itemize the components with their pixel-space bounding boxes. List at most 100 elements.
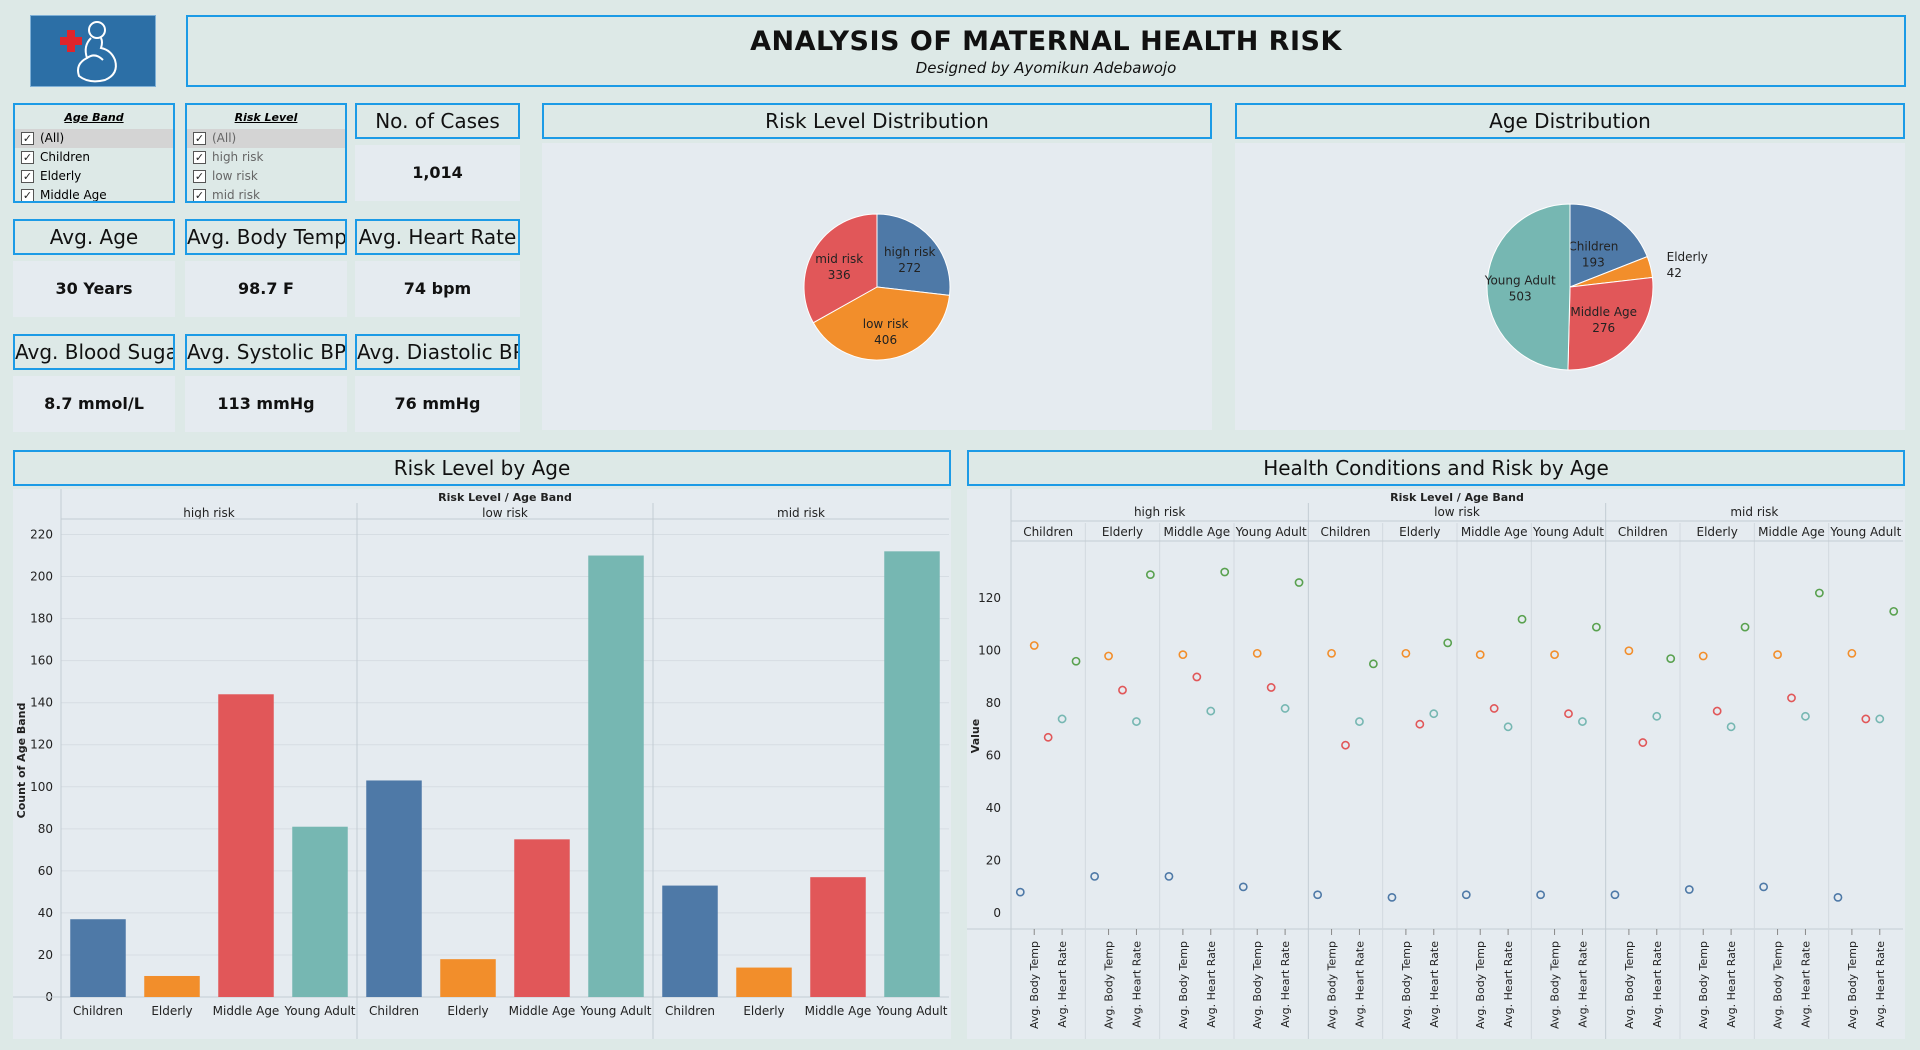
checkbox-checked-icon[interactable]: ✓ <box>21 151 34 164</box>
point-mid-risk-middle-age-avg-blood-sugar[interactable] <box>1759 882 1769 892</box>
point-low-risk-children-avg-diastolic-bp[interactable] <box>1341 740 1350 750</box>
point-low-risk-elderly-avg-body-temp[interactable] <box>1401 648 1411 658</box>
bar-mid-risk-young-adult[interactable] <box>884 551 940 997</box>
point-low-risk-middle-age-avg-heart-rate[interactable] <box>1503 722 1513 732</box>
point-mid-risk-middle-age-avg-systolic-bp[interactable] <box>1814 588 1824 598</box>
pie-slice-middle-age[interactable] <box>1567 276 1654 371</box>
point-high-risk-middle-age-avg-body-temp[interactable] <box>1178 650 1188 660</box>
point-low-risk-children-avg-blood-sugar[interactable] <box>1313 890 1323 900</box>
point-low-risk-children-avg-body-temp[interactable] <box>1327 648 1336 658</box>
point-low-risk-children-avg-systolic-bp[interactable] <box>1368 659 1378 669</box>
bar-mid-risk-middle-age[interactable] <box>810 877 866 997</box>
point-low-risk-young-adult-avg-blood-sugar[interactable] <box>1536 890 1546 900</box>
kpi-value: 76 mmHg <box>355 376 520 432</box>
point-mid-risk-elderly-avg-systolic-bp[interactable] <box>1740 622 1750 632</box>
point-low-risk-elderly-avg-systolic-bp[interactable] <box>1443 638 1453 648</box>
point-low-risk-middle-age-avg-diastolic-bp[interactable] <box>1489 704 1499 713</box>
point-mid-risk-young-adult-avg-heart-rate[interactable] <box>1875 714 1885 724</box>
bar-high-risk-children[interactable] <box>70 919 126 997</box>
point-mid-risk-young-adult-avg-blood-sugar[interactable] <box>1833 892 1843 902</box>
point-low-risk-elderly-avg-heart-rate[interactable] <box>1429 709 1439 719</box>
point-high-risk-elderly-avg-heart-rate[interactable] <box>1132 717 1141 726</box>
point-low-risk-middle-age-avg-systolic-bp[interactable] <box>1517 614 1527 624</box>
filter-item-low-risk[interactable]: ✓ low risk <box>193 169 258 183</box>
filter-item-middle-age[interactable]: ✓ Middle Age <box>21 188 107 202</box>
point-mid-risk-elderly-avg-body-temp[interactable] <box>1698 651 1708 661</box>
point-high-risk-middle-age-avg-blood-sugar[interactable] <box>1164 871 1174 881</box>
point-high-risk-young-adult-avg-systolic-bp[interactable] <box>1294 578 1304 587</box>
point-high-risk-children-avg-body-temp[interactable] <box>1029 641 1039 650</box>
pie-slice-mid-risk[interactable] <box>803 213 878 324</box>
point-high-risk-elderly-avg-diastolic-bp[interactable] <box>1118 685 1127 695</box>
point-high-risk-children-avg-blood-sugar[interactable] <box>1015 887 1025 897</box>
point-mid-risk-children-avg-systolic-bp[interactable] <box>1666 654 1676 663</box>
checkbox-checked-icon[interactable]: ✓ <box>21 132 34 145</box>
x-tick-label: Elderly <box>447 1004 488 1018</box>
point-mid-risk-middle-age-avg-body-temp[interactable] <box>1773 650 1782 660</box>
filter-item-all[interactable]: ✓ (All) <box>187 129 345 148</box>
point-low-risk-young-adult-avg-heart-rate[interactable] <box>1578 717 1587 726</box>
point-mid-risk-young-adult-avg-systolic-bp[interactable] <box>1889 606 1899 616</box>
point-low-risk-young-adult-avg-diastolic-bp[interactable] <box>1564 709 1573 719</box>
filter-item-elderly[interactable]: ✓ Elderly <box>21 169 82 183</box>
point-low-risk-young-adult-avg-systolic-bp[interactable] <box>1591 622 1601 632</box>
point-mid-risk-middle-age-avg-heart-rate[interactable] <box>1801 711 1810 721</box>
pie-slice-young-adult[interactable] <box>1486 203 1571 371</box>
point-high-risk-middle-age-avg-systolic-bp[interactable] <box>1220 567 1230 577</box>
point-high-risk-children-avg-systolic-bp[interactable] <box>1071 656 1081 666</box>
checkbox-checked-icon[interactable]: ✓ <box>193 151 206 164</box>
checkbox-checked-icon[interactable]: ✓ <box>193 189 206 202</box>
point-mid-risk-middle-age-avg-diastolic-bp[interactable] <box>1787 693 1796 703</box>
point-low-risk-young-adult-avg-body-temp[interactable] <box>1550 650 1559 660</box>
point-mid-risk-young-adult-avg-diastolic-bp[interactable] <box>1861 714 1871 724</box>
point-high-risk-elderly-avg-body-temp[interactable] <box>1104 651 1113 661</box>
bar-high-risk-young-adult[interactable] <box>292 826 348 997</box>
category-header-elderly: Elderly <box>1399 525 1440 539</box>
bar-mid-risk-children[interactable] <box>662 885 718 997</box>
point-high-risk-middle-age-avg-diastolic-bp[interactable] <box>1192 672 1202 682</box>
point-low-risk-children-avg-heart-rate[interactable] <box>1355 717 1364 726</box>
point-high-risk-young-adult-avg-heart-rate[interactable] <box>1280 704 1290 713</box>
point-mid-risk-elderly-avg-diastolic-bp[interactable] <box>1712 706 1722 716</box>
x-tick-label: Avg. Heart Rate <box>1279 941 1292 1028</box>
checkbox-checked-icon[interactable]: ✓ <box>21 189 34 202</box>
bar-low-risk-children[interactable] <box>366 780 422 997</box>
point-high-risk-children-avg-heart-rate[interactable] <box>1057 714 1067 724</box>
bar-high-risk-middle-age[interactable] <box>218 694 274 997</box>
filter-item-children[interactable]: ✓ Children <box>21 150 90 164</box>
point-low-risk-elderly-avg-blood-sugar[interactable] <box>1387 892 1397 902</box>
bar-high-risk-elderly[interactable] <box>144 975 200 997</box>
point-high-risk-young-adult-avg-diastolic-bp[interactable] <box>1266 683 1276 692</box>
point-high-risk-young-adult-avg-body-temp[interactable] <box>1252 648 1262 658</box>
point-mid-risk-children-avg-diastolic-bp[interactable] <box>1638 738 1648 747</box>
bar-low-risk-elderly[interactable] <box>440 959 496 997</box>
point-high-risk-elderly-avg-systolic-bp[interactable] <box>1145 570 1155 580</box>
point-mid-risk-children-avg-body-temp[interactable] <box>1624 646 1634 656</box>
checkbox-checked-icon[interactable]: ✓ <box>193 170 206 183</box>
y-tick-label: 40 <box>38 906 53 920</box>
pie-slice-children[interactable] <box>1569 203 1648 288</box>
point-mid-risk-elderly-avg-heart-rate[interactable] <box>1726 722 1736 732</box>
point-mid-risk-elderly-avg-blood-sugar[interactable] <box>1684 885 1694 894</box>
pie-slice-high-risk[interactable] <box>876 213 951 296</box>
bar-low-risk-middle-age[interactable] <box>514 839 570 997</box>
kpi-avg-systolic-bp: Avg. Systolic BP 113 mmHg <box>185 334 347 432</box>
point-high-risk-young-adult-avg-blood-sugar[interactable] <box>1238 882 1248 892</box>
point-low-risk-elderly-avg-diastolic-bp[interactable] <box>1415 719 1425 729</box>
filter-item-all[interactable]: ✓ (All) <box>15 129 173 148</box>
bar-low-risk-young-adult[interactable] <box>588 555 644 997</box>
pie-slice-low-risk[interactable] <box>812 286 951 361</box>
point-high-risk-middle-age-avg-heart-rate[interactable] <box>1206 706 1216 716</box>
checkbox-checked-icon[interactable]: ✓ <box>21 170 34 183</box>
point-mid-risk-children-avg-blood-sugar[interactable] <box>1610 890 1620 900</box>
point-high-risk-elderly-avg-blood-sugar[interactable] <box>1090 871 1100 881</box>
point-high-risk-children-avg-diastolic-bp[interactable] <box>1043 732 1053 742</box>
point-mid-risk-children-avg-heart-rate[interactable] <box>1652 711 1662 721</box>
point-low-risk-middle-age-avg-blood-sugar[interactable] <box>1461 890 1471 900</box>
checkbox-checked-icon[interactable]: ✓ <box>193 132 206 145</box>
filter-item-high-risk[interactable]: ✓ high risk <box>193 150 264 164</box>
point-low-risk-middle-age-avg-body-temp[interactable] <box>1475 650 1485 660</box>
point-mid-risk-young-adult-avg-body-temp[interactable] <box>1847 648 1857 658</box>
bar-mid-risk-elderly[interactable] <box>736 967 792 997</box>
filter-item-mid-risk[interactable]: ✓ mid risk <box>193 188 260 202</box>
